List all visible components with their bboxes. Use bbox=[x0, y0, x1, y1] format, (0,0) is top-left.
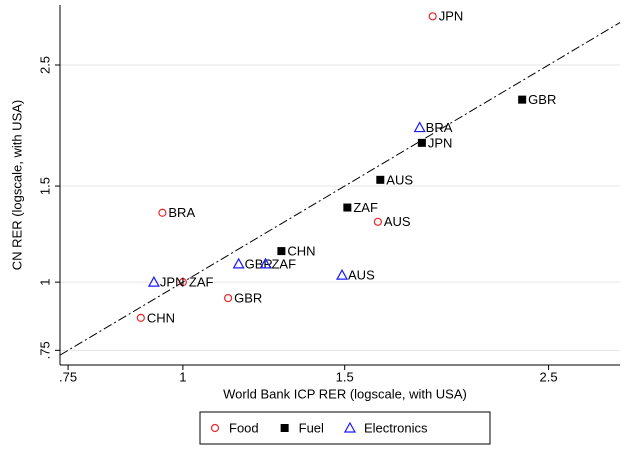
y-tick-label: .75 bbox=[37, 341, 52, 359]
point-label: JPN bbox=[428, 135, 453, 150]
x-tick-label: 2.5 bbox=[540, 369, 558, 384]
point bbox=[232, 257, 245, 269]
y-tick-label: 1.5 bbox=[37, 177, 52, 195]
y-axis-title: CN RER (logscale, with USA) bbox=[9, 100, 24, 271]
point bbox=[178, 278, 187, 287]
point bbox=[210, 423, 220, 433]
point bbox=[136, 313, 145, 322]
x-tick-label: .75 bbox=[59, 369, 77, 384]
point-label: CHN bbox=[147, 310, 175, 325]
point-label: BRA bbox=[426, 120, 453, 135]
point bbox=[417, 138, 426, 147]
legend-box bbox=[199, 411, 491, 445]
point bbox=[158, 208, 167, 217]
point-label: ZAF bbox=[271, 256, 296, 271]
point-label: AUS bbox=[348, 268, 375, 283]
point-label: ZAF bbox=[189, 275, 214, 290]
legend-label: Electronics bbox=[364, 420, 428, 435]
point bbox=[147, 275, 160, 287]
x-axis-title: World Bank ICP RER (logscale, with USA) bbox=[223, 386, 467, 401]
point-label: GBR bbox=[528, 92, 556, 107]
legend-label: Fuel bbox=[299, 420, 324, 435]
point-label: CHN bbox=[287, 244, 315, 259]
point bbox=[373, 217, 382, 226]
x-tick-label: 1 bbox=[179, 369, 186, 384]
x-tick-label: 1.5 bbox=[336, 369, 354, 384]
point-label: GBR bbox=[234, 291, 262, 306]
point-label: BRA bbox=[168, 205, 195, 220]
point bbox=[336, 268, 349, 280]
point-label: AUS bbox=[386, 172, 413, 187]
point bbox=[280, 424, 289, 432]
point bbox=[518, 95, 527, 104]
legend-label: Food bbox=[229, 420, 259, 435]
point bbox=[224, 293, 233, 303]
point-label: ZAF bbox=[353, 200, 378, 215]
reference-line bbox=[59, 22, 621, 356]
point bbox=[259, 257, 272, 269]
y-tick-label: 1 bbox=[37, 279, 52, 286]
point bbox=[277, 247, 286, 256]
point-label: AUS bbox=[384, 214, 411, 229]
point bbox=[343, 421, 356, 433]
point-label: JPN bbox=[439, 9, 464, 24]
point bbox=[343, 203, 352, 212]
y-tick-label: 2.5 bbox=[37, 56, 52, 74]
point bbox=[376, 175, 385, 184]
point bbox=[428, 12, 437, 21]
point bbox=[413, 121, 426, 133]
point-label: JPN bbox=[160, 275, 185, 290]
